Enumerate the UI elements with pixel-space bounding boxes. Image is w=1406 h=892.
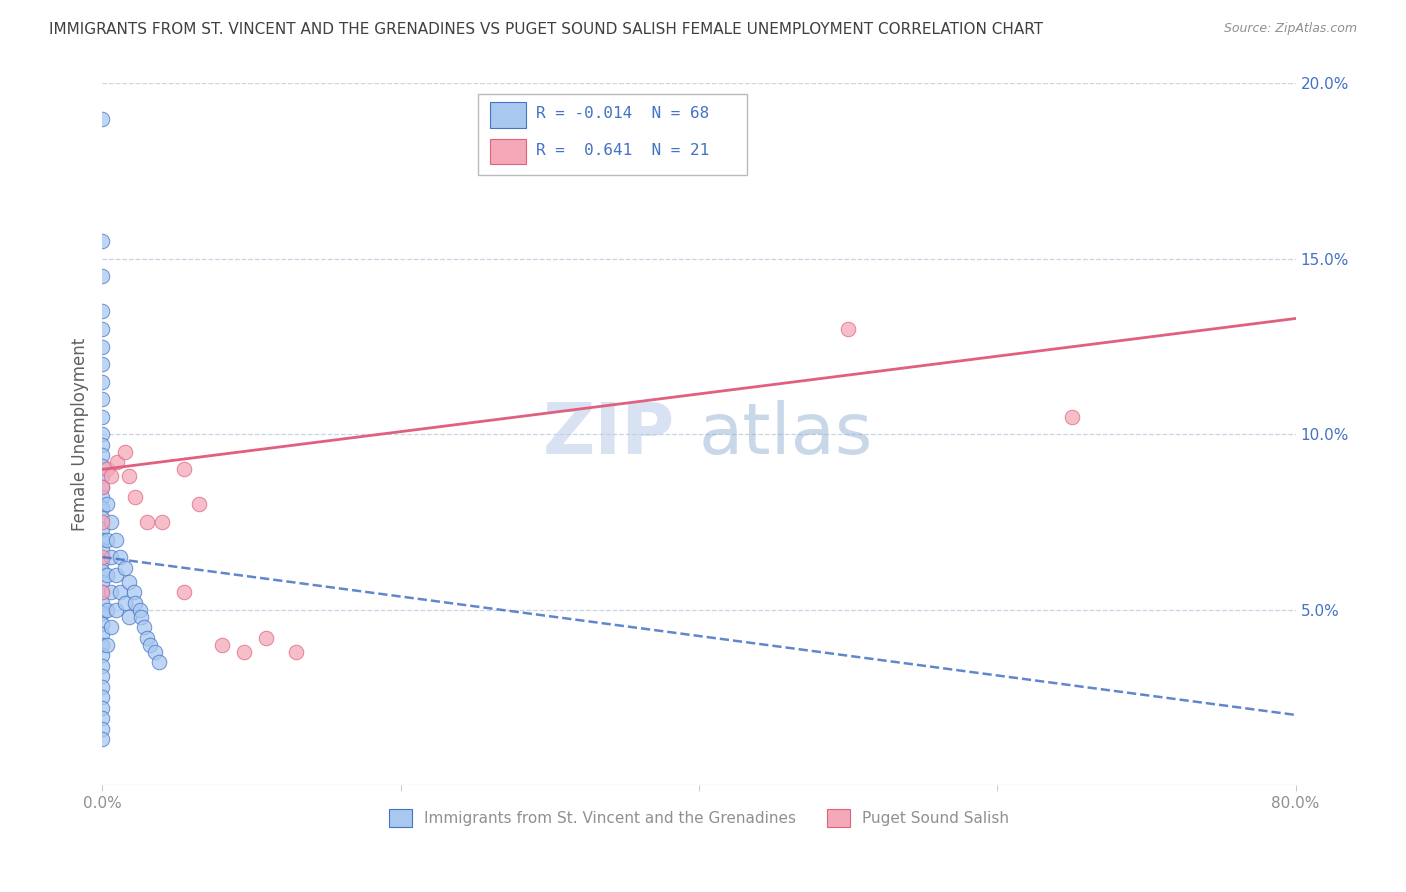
Point	[91, 458, 114, 473]
FancyBboxPatch shape	[491, 139, 526, 164]
Point	[91, 322, 114, 336]
Point	[91, 564, 114, 578]
Point	[96, 462, 118, 476]
Point	[114, 445, 136, 459]
Point	[91, 112, 114, 126]
Point	[91, 627, 114, 641]
Point	[91, 606, 114, 620]
Point	[150, 515, 173, 529]
Point	[91, 711, 114, 725]
Point	[91, 669, 114, 683]
Legend: Immigrants from St. Vincent and the Grenadines, Puget Sound Salish: Immigrants from St. Vincent and the Gren…	[382, 803, 1015, 834]
Point	[91, 574, 114, 589]
Point	[124, 596, 146, 610]
Point	[96, 567, 118, 582]
Point	[110, 585, 132, 599]
Point	[91, 392, 114, 407]
Point	[91, 701, 114, 715]
Point	[837, 322, 859, 336]
Point	[105, 455, 128, 469]
Point	[104, 533, 127, 547]
Point	[91, 522, 114, 536]
Point	[124, 491, 146, 505]
Point	[91, 340, 114, 354]
Point	[285, 645, 308, 659]
Point	[91, 448, 114, 462]
Point	[233, 645, 256, 659]
Point	[91, 491, 114, 505]
Point	[91, 511, 114, 525]
Point	[91, 533, 114, 547]
Point	[91, 616, 114, 631]
Point	[122, 585, 145, 599]
Point	[114, 596, 136, 610]
Point	[100, 620, 122, 634]
Point	[128, 602, 150, 616]
Point	[96, 533, 118, 547]
Point	[118, 574, 141, 589]
Point	[91, 469, 114, 483]
Point	[110, 550, 132, 565]
Point	[173, 585, 195, 599]
Point	[136, 631, 159, 645]
Point	[91, 357, 114, 371]
Point	[91, 648, 114, 663]
Text: ZIP: ZIP	[543, 400, 675, 469]
Point	[91, 304, 114, 318]
Point	[96, 638, 118, 652]
Point	[91, 722, 114, 736]
Point	[100, 550, 122, 565]
Y-axis label: Female Unemployment: Female Unemployment	[72, 338, 89, 531]
Point	[148, 655, 170, 669]
Text: atlas: atlas	[699, 400, 873, 469]
Text: R =  0.641  N = 21: R = 0.641 N = 21	[536, 143, 709, 158]
Point	[91, 409, 114, 424]
Point	[96, 498, 118, 512]
Point	[91, 732, 114, 747]
Text: R = -0.014  N = 68: R = -0.014 N = 68	[536, 106, 709, 121]
Point	[91, 375, 114, 389]
FancyBboxPatch shape	[478, 94, 747, 175]
Point	[91, 550, 114, 565]
Point	[134, 620, 156, 634]
Point	[91, 480, 114, 494]
Point	[173, 462, 195, 476]
Point	[91, 638, 114, 652]
Point	[104, 567, 127, 582]
Point	[91, 427, 114, 442]
Point	[91, 543, 114, 558]
Point	[139, 638, 162, 652]
Point	[118, 609, 141, 624]
Point	[91, 585, 114, 599]
Point	[91, 585, 114, 599]
Point	[91, 553, 114, 567]
Point	[1060, 409, 1083, 424]
Point	[100, 515, 122, 529]
Point	[91, 596, 114, 610]
Point	[91, 269, 114, 284]
Point	[91, 690, 114, 705]
Point	[188, 498, 211, 512]
Point	[100, 585, 122, 599]
Point	[104, 602, 127, 616]
Point	[114, 560, 136, 574]
Text: Source: ZipAtlas.com: Source: ZipAtlas.com	[1223, 22, 1357, 36]
FancyBboxPatch shape	[491, 103, 526, 128]
Point	[256, 631, 278, 645]
Point	[91, 680, 114, 694]
Point	[129, 609, 152, 624]
Point	[91, 500, 114, 515]
Point	[91, 515, 114, 529]
Point	[96, 602, 118, 616]
Point	[118, 469, 141, 483]
Text: IMMIGRANTS FROM ST. VINCENT AND THE GRENADINES VS PUGET SOUND SALISH FEMALE UNEM: IMMIGRANTS FROM ST. VINCENT AND THE GREN…	[49, 22, 1043, 37]
Point	[91, 480, 114, 494]
Point	[91, 438, 114, 452]
Point	[100, 469, 122, 483]
Point	[91, 235, 114, 249]
Point	[136, 515, 159, 529]
Point	[91, 658, 114, 673]
Point	[211, 638, 233, 652]
Point	[143, 645, 166, 659]
